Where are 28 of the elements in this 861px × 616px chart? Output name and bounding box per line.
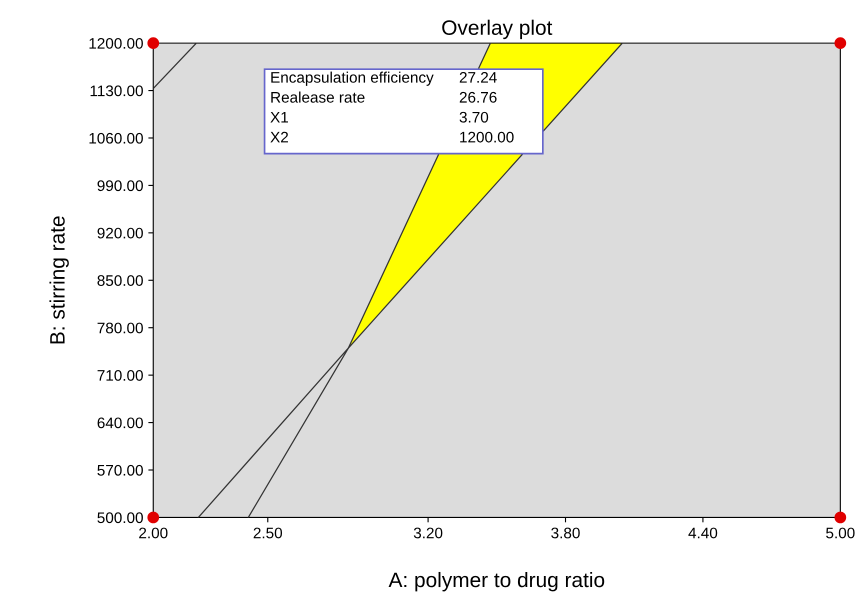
x-axis-title: A: polymer to drug ratio xyxy=(388,572,604,592)
x-tick-label: 3.20 xyxy=(414,528,442,538)
y-tick-label: 850.00 xyxy=(97,275,143,286)
annotation: 26.76 xyxy=(460,92,497,103)
y-tick-label: 780.00 xyxy=(98,322,143,334)
annotation: 3.70 xyxy=(460,112,488,123)
x-tick-label: 4.40 xyxy=(688,528,718,538)
x-tick-label: 2.50 xyxy=(254,528,282,538)
annotation: 1200.00 xyxy=(460,132,514,143)
y-tick-label: 640.00 xyxy=(98,417,143,428)
annotation: X1 xyxy=(270,112,288,122)
y-tick-label: 1200.00 xyxy=(89,38,143,49)
annotation: Encapsulation efficiency xyxy=(271,72,434,86)
y-tick-label: 920.00 xyxy=(98,228,143,239)
annotation: 27.24 xyxy=(460,72,497,83)
y-tick-label: 570.00 xyxy=(97,464,143,476)
y-tick-label: 990.00 xyxy=(98,180,143,192)
x-tick-label: 3.80 xyxy=(551,528,580,538)
y-axis-title: B: stirring rate xyxy=(49,216,69,344)
y-tick-label: 1060.00 xyxy=(89,132,143,144)
x-tick-label: 5.00 xyxy=(826,528,855,538)
x-tick-label: 2.00 xyxy=(139,528,168,538)
y-tick-label: 1130.00 xyxy=(90,85,143,96)
y-tick-label: 500.00 xyxy=(97,512,143,524)
y-tick-label: 710.00 xyxy=(98,370,143,381)
annotation: Realease rate xyxy=(271,92,365,103)
chart-title: Overlay plot xyxy=(442,20,552,40)
annotation: X2 xyxy=(270,132,288,142)
